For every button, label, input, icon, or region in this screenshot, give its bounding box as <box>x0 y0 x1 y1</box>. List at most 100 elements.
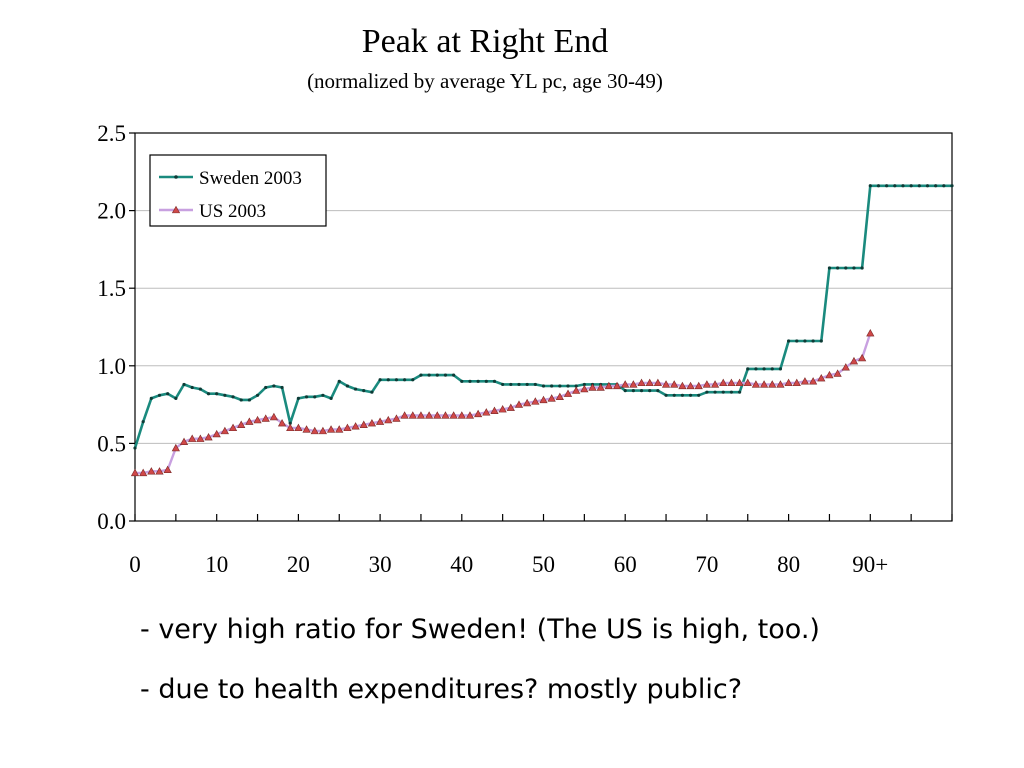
data-point <box>157 393 162 397</box>
data-point <box>525 382 529 387</box>
data-point <box>280 385 284 390</box>
data-point <box>188 434 197 442</box>
data-point <box>419 373 423 377</box>
data-point <box>228 423 238 432</box>
data-point <box>925 184 930 188</box>
data-point <box>335 425 344 433</box>
data-point <box>474 409 483 418</box>
data-point <box>934 184 938 188</box>
data-point <box>639 389 644 393</box>
y-tick-label-1: 0.5 <box>97 431 126 456</box>
data-point <box>302 425 311 433</box>
data-point <box>550 384 554 388</box>
data-point <box>155 467 164 475</box>
data-point <box>277 419 287 427</box>
data-point <box>133 446 137 450</box>
legend-marker-sweden <box>174 175 178 179</box>
data-point <box>272 384 276 388</box>
y-tick-label-2: 1.0 <box>97 354 126 379</box>
data-point <box>719 378 728 387</box>
data-point <box>917 184 921 188</box>
data-point <box>253 415 262 424</box>
y-tick-label-3: 1.5 <box>97 276 126 301</box>
chart-subtitle: (normalized by average YL pc, age 30-49) <box>307 69 663 93</box>
data-point <box>204 432 213 441</box>
gridlines <box>135 210 952 444</box>
data-point <box>541 384 546 388</box>
data-point <box>836 266 840 270</box>
data-point <box>531 397 540 405</box>
data-point <box>517 382 521 387</box>
data-point <box>901 184 905 188</box>
data-point <box>942 184 946 188</box>
data-point <box>427 373 431 377</box>
data-point <box>629 380 638 388</box>
data-point <box>343 423 352 432</box>
data-point <box>849 356 859 365</box>
data-point <box>457 411 466 419</box>
data-point <box>220 426 229 435</box>
data-point <box>729 390 734 394</box>
data-point <box>482 408 491 416</box>
data-point <box>582 382 586 387</box>
data-point <box>751 380 761 388</box>
data-point <box>351 422 360 430</box>
data-point <box>215 392 219 396</box>
data-point <box>670 380 679 388</box>
data-point <box>321 393 325 397</box>
data-point <box>212 429 221 438</box>
data-point <box>264 385 268 390</box>
data-point <box>384 415 393 424</box>
data-point <box>778 367 783 371</box>
data-point <box>566 384 570 388</box>
data-point <box>860 266 864 270</box>
data-point <box>574 384 578 388</box>
data-point <box>762 367 766 371</box>
data-point <box>509 382 513 387</box>
data-point <box>392 414 401 422</box>
data-point <box>261 414 270 422</box>
data-point <box>296 396 300 400</box>
data-point <box>885 184 889 188</box>
data-point <box>795 339 799 343</box>
data-point <box>375 417 385 425</box>
data-point <box>817 373 826 382</box>
data-point <box>378 378 382 382</box>
data-point <box>852 266 856 270</box>
data-point <box>223 393 227 397</box>
data-point <box>800 377 810 385</box>
data-point <box>588 383 597 391</box>
data-point <box>555 392 564 401</box>
y-tick-label-0: 0.0 <box>97 509 126 534</box>
data-point <box>656 389 660 393</box>
data-point <box>844 266 848 270</box>
data-point <box>803 339 807 343</box>
data-point <box>367 419 377 427</box>
data-point <box>206 392 211 396</box>
data-point <box>523 398 532 407</box>
data-point <box>416 411 426 419</box>
data-point <box>288 421 292 425</box>
data-point <box>501 382 505 387</box>
data-point <box>198 387 202 391</box>
data-point <box>533 382 537 387</box>
data-point <box>239 398 243 402</box>
data-point <box>672 393 676 397</box>
data-point <box>727 378 736 387</box>
data-point <box>710 380 720 388</box>
data-point <box>648 389 652 393</box>
data-point <box>362 389 366 393</box>
data-point <box>702 380 712 388</box>
series-line-1 <box>135 332 872 475</box>
data-point <box>784 378 793 387</box>
data-point <box>182 382 186 387</box>
data-point <box>645 378 654 387</box>
data-point <box>171 443 180 452</box>
data-point <box>449 411 458 419</box>
data-point <box>130 468 140 477</box>
data-point <box>868 184 872 188</box>
x-tick-label-4: 40 <box>450 552 473 577</box>
x-tick-label-9: 90+ <box>852 552 888 577</box>
data-point <box>721 390 725 394</box>
x-tick-label-1: 10 <box>205 552 228 577</box>
